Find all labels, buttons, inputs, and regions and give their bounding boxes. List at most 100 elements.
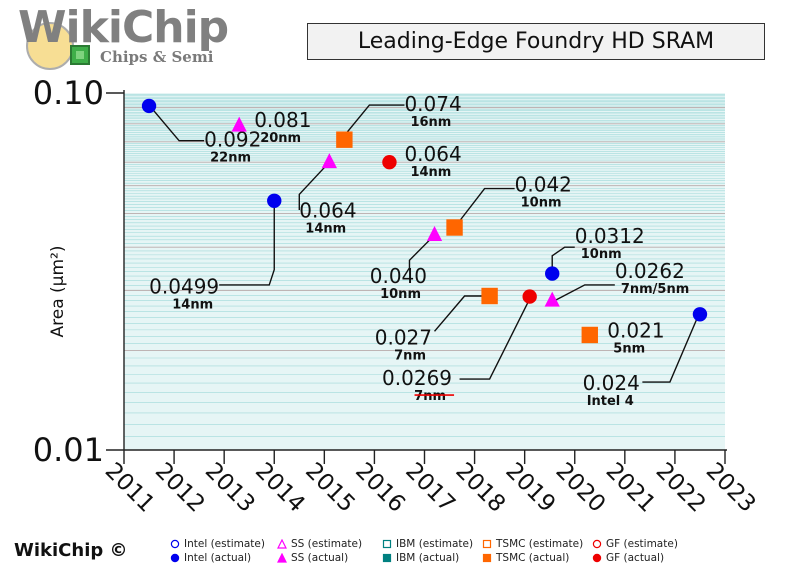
data-label-value: 0.0312	[575, 224, 645, 248]
data-point-ss	[231, 116, 247, 132]
y-tick-label: 0.01	[33, 431, 104, 469]
data-label-node: 10nm	[380, 287, 421, 302]
data-label-value: 0.074	[404, 92, 461, 116]
data-label-node: 7nm	[414, 389, 446, 404]
legend-label: TSMC (estimate)	[496, 538, 584, 550]
leader-line	[459, 298, 531, 380]
legend-label: SS (estimate)	[291, 538, 363, 550]
y-tick-label: 0.10	[33, 74, 104, 112]
legend-marker	[592, 553, 602, 563]
data-point-gf	[382, 154, 397, 170]
data-label-value: 0.0499	[149, 275, 219, 299]
leader-line	[433, 295, 485, 332]
chip-icon	[70, 45, 90, 65]
legend-marker	[277, 539, 287, 549]
data-point-intel	[267, 193, 282, 208]
triangle-icon	[277, 539, 287, 549]
x-tick-label: 2023	[701, 458, 761, 518]
legend-item: SS (actual)	[277, 552, 382, 564]
legend-item: Intel (actual)	[170, 552, 277, 564]
square-icon	[382, 553, 392, 563]
x-tick-label: 2011	[100, 458, 160, 518]
legend-label: GF (actual)	[606, 552, 665, 564]
x-tick-label: 2020	[551, 458, 611, 518]
legend-item: GF (actual)	[592, 552, 687, 564]
triangle-icon	[277, 553, 287, 563]
legend-label: GF (estimate)	[606, 538, 678, 550]
legend-item: IBM (estimate)	[382, 538, 482, 550]
legend-item: IBM (actual)	[382, 552, 482, 564]
legend-item: GF (estimate)	[592, 538, 687, 550]
x-tick-label: 2016	[350, 458, 410, 518]
data-point-ss	[321, 153, 337, 169]
leader-line	[343, 104, 405, 136]
legend-label: SS (actual)	[291, 552, 349, 564]
leader-line	[554, 284, 615, 302]
data-point-intel	[692, 307, 708, 322]
data-point-tsmc	[481, 287, 498, 305]
data-label-value: 0.042	[515, 173, 572, 197]
logo-wafer-icon	[26, 22, 74, 70]
x-tick-label: 2022	[651, 458, 711, 518]
square-icon	[482, 553, 492, 563]
x-tick-label: 2019	[500, 458, 560, 518]
x-tick-label: 2014	[250, 458, 310, 518]
data-label-value: 0.0269	[382, 366, 452, 390]
x-tick-label: 2018	[450, 458, 510, 518]
legend-marker	[592, 539, 602, 549]
data-point-intel	[545, 266, 560, 281]
data-label-node: Intel 4	[587, 394, 634, 409]
square-icon	[382, 539, 392, 549]
y-axis-label: Area (µm²)	[48, 246, 68, 338]
data-point-ss	[544, 291, 560, 307]
data-point-tsmc	[446, 219, 463, 236]
legend-marker	[170, 553, 180, 563]
data-label-node: 10nm	[521, 196, 562, 211]
data-label-value: 0.027	[375, 326, 432, 350]
data-label-node: 10nm	[581, 247, 622, 262]
data-point-gf	[522, 289, 537, 304]
data-label-node: 22nm	[210, 151, 251, 166]
legend-marker	[382, 553, 392, 563]
data-label-node: 14nm	[172, 298, 213, 313]
legend-label: IBM (estimate)	[396, 538, 474, 550]
data-label-value: 0.064	[404, 142, 461, 166]
legend-row-estimate: Intel (estimate) SS (estimate) IBM (estima…	[170, 537, 690, 551]
data-label-value: 0.081	[254, 108, 311, 132]
circle-icon	[592, 539, 602, 549]
data-label-value: 0.024	[583, 371, 640, 395]
data-label-node: 14nm	[305, 222, 346, 237]
x-tick-label: 2012	[150, 458, 210, 518]
legend-item: SS (estimate)	[277, 538, 382, 550]
square-icon	[482, 539, 492, 549]
leader-line	[148, 104, 205, 142]
data-label-node: 16nm	[410, 115, 451, 130]
x-tick-label: 2013	[200, 458, 260, 518]
leader-line	[298, 161, 330, 211]
data-point-tsmc	[336, 131, 353, 148]
circle-icon	[592, 553, 602, 563]
logo-wordmark: WikiChip	[18, 2, 229, 53]
grid-lines	[124, 94, 725, 437]
legend-label: TSMC (actual)	[496, 552, 570, 564]
credit-text: WikiChip ©	[14, 540, 128, 561]
x-tick-label: 2017	[400, 458, 460, 518]
leader-line	[551, 246, 575, 274]
legend-marker	[382, 539, 392, 549]
legend-marker	[277, 553, 287, 563]
circle-icon	[170, 553, 180, 563]
data-point-intel	[141, 98, 157, 114]
logo-tagline: Chips & Semi	[100, 48, 214, 66]
leader-line	[642, 317, 699, 383]
data-label-value: 0.0262	[615, 259, 685, 283]
leader-line	[453, 187, 515, 228]
x-tick-label: 2015	[300, 458, 360, 518]
data-point-ss	[426, 226, 443, 241]
legend-row-actual: Intel (actual) SS (actual) IBM (actual) TSM…	[170, 551, 690, 565]
legend-marker	[482, 553, 492, 563]
legend-label: IBM (actual)	[396, 552, 460, 564]
legend-item: Intel (estimate)	[170, 538, 277, 550]
chart-title: Leading-Edge Foundry HD SRAM	[307, 23, 765, 60]
data-label-node: 7nm	[394, 349, 426, 364]
